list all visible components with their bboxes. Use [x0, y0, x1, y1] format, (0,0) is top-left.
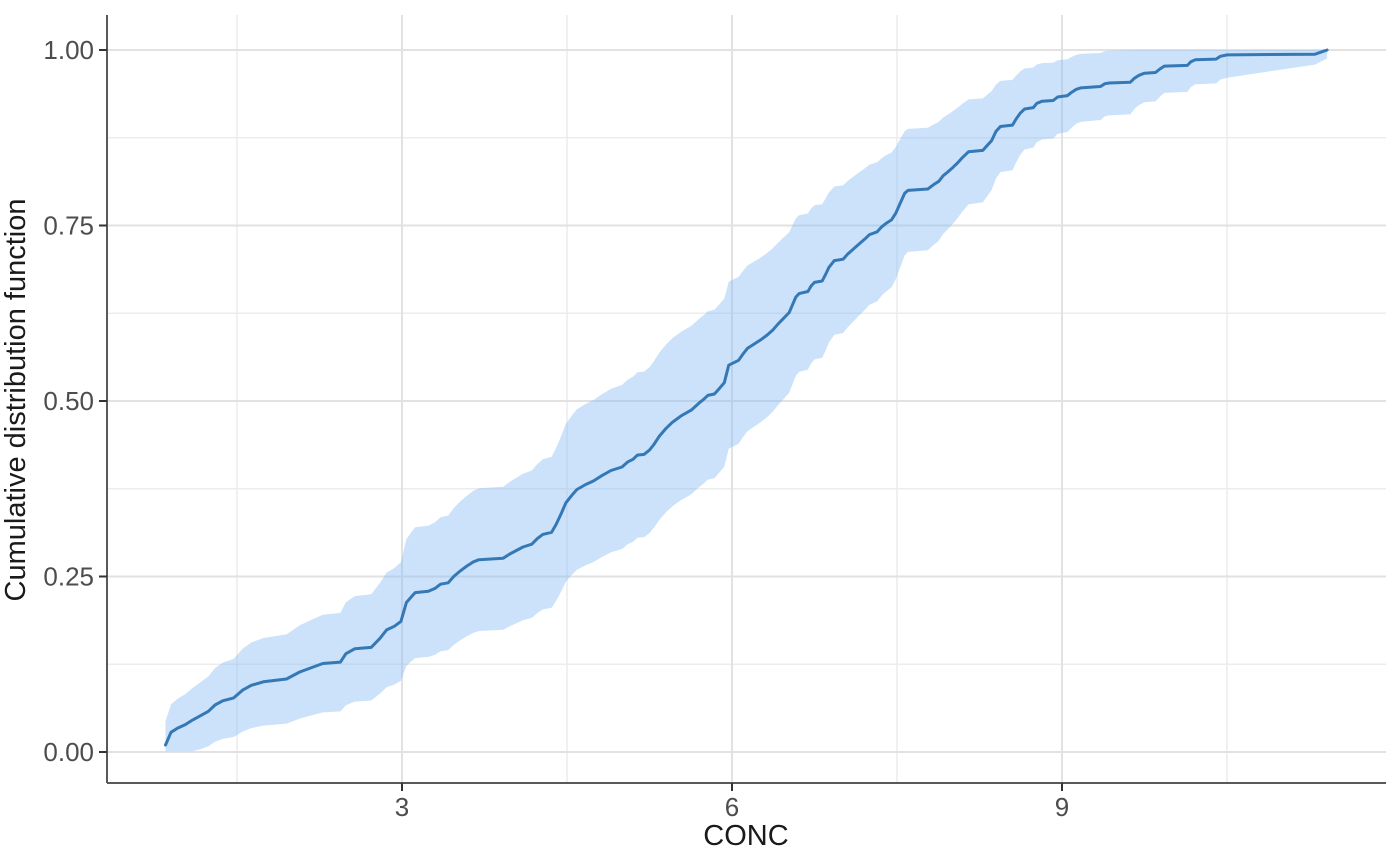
x-tick-label: 3	[395, 792, 409, 822]
ecdf-line	[164, 48, 1329, 747]
x-tick-label: 6	[725, 792, 739, 822]
x-axis-tick-labels: 3 6 9	[395, 792, 1069, 822]
y-axis-ticks	[99, 49, 107, 753]
x-axis-title: CONC	[703, 820, 788, 852]
y-tick-label: 0.75	[43, 211, 94, 241]
y-tick-label: 1.00	[43, 35, 94, 65]
y-tick-label: 0.25	[43, 562, 94, 592]
x-tick-label: 9	[1055, 792, 1069, 822]
y-tick-label: 0.00	[43, 737, 94, 767]
gridlines-major	[107, 15, 1386, 783]
y-axis-tick-labels: 0.00 0.25 0.50 0.75 1.00	[43, 35, 94, 767]
x-axis-ticks	[401, 783, 1063, 791]
y-axis-title: Cumulative distribution function	[0, 199, 32, 602]
y-tick-label: 0.50	[43, 386, 94, 416]
